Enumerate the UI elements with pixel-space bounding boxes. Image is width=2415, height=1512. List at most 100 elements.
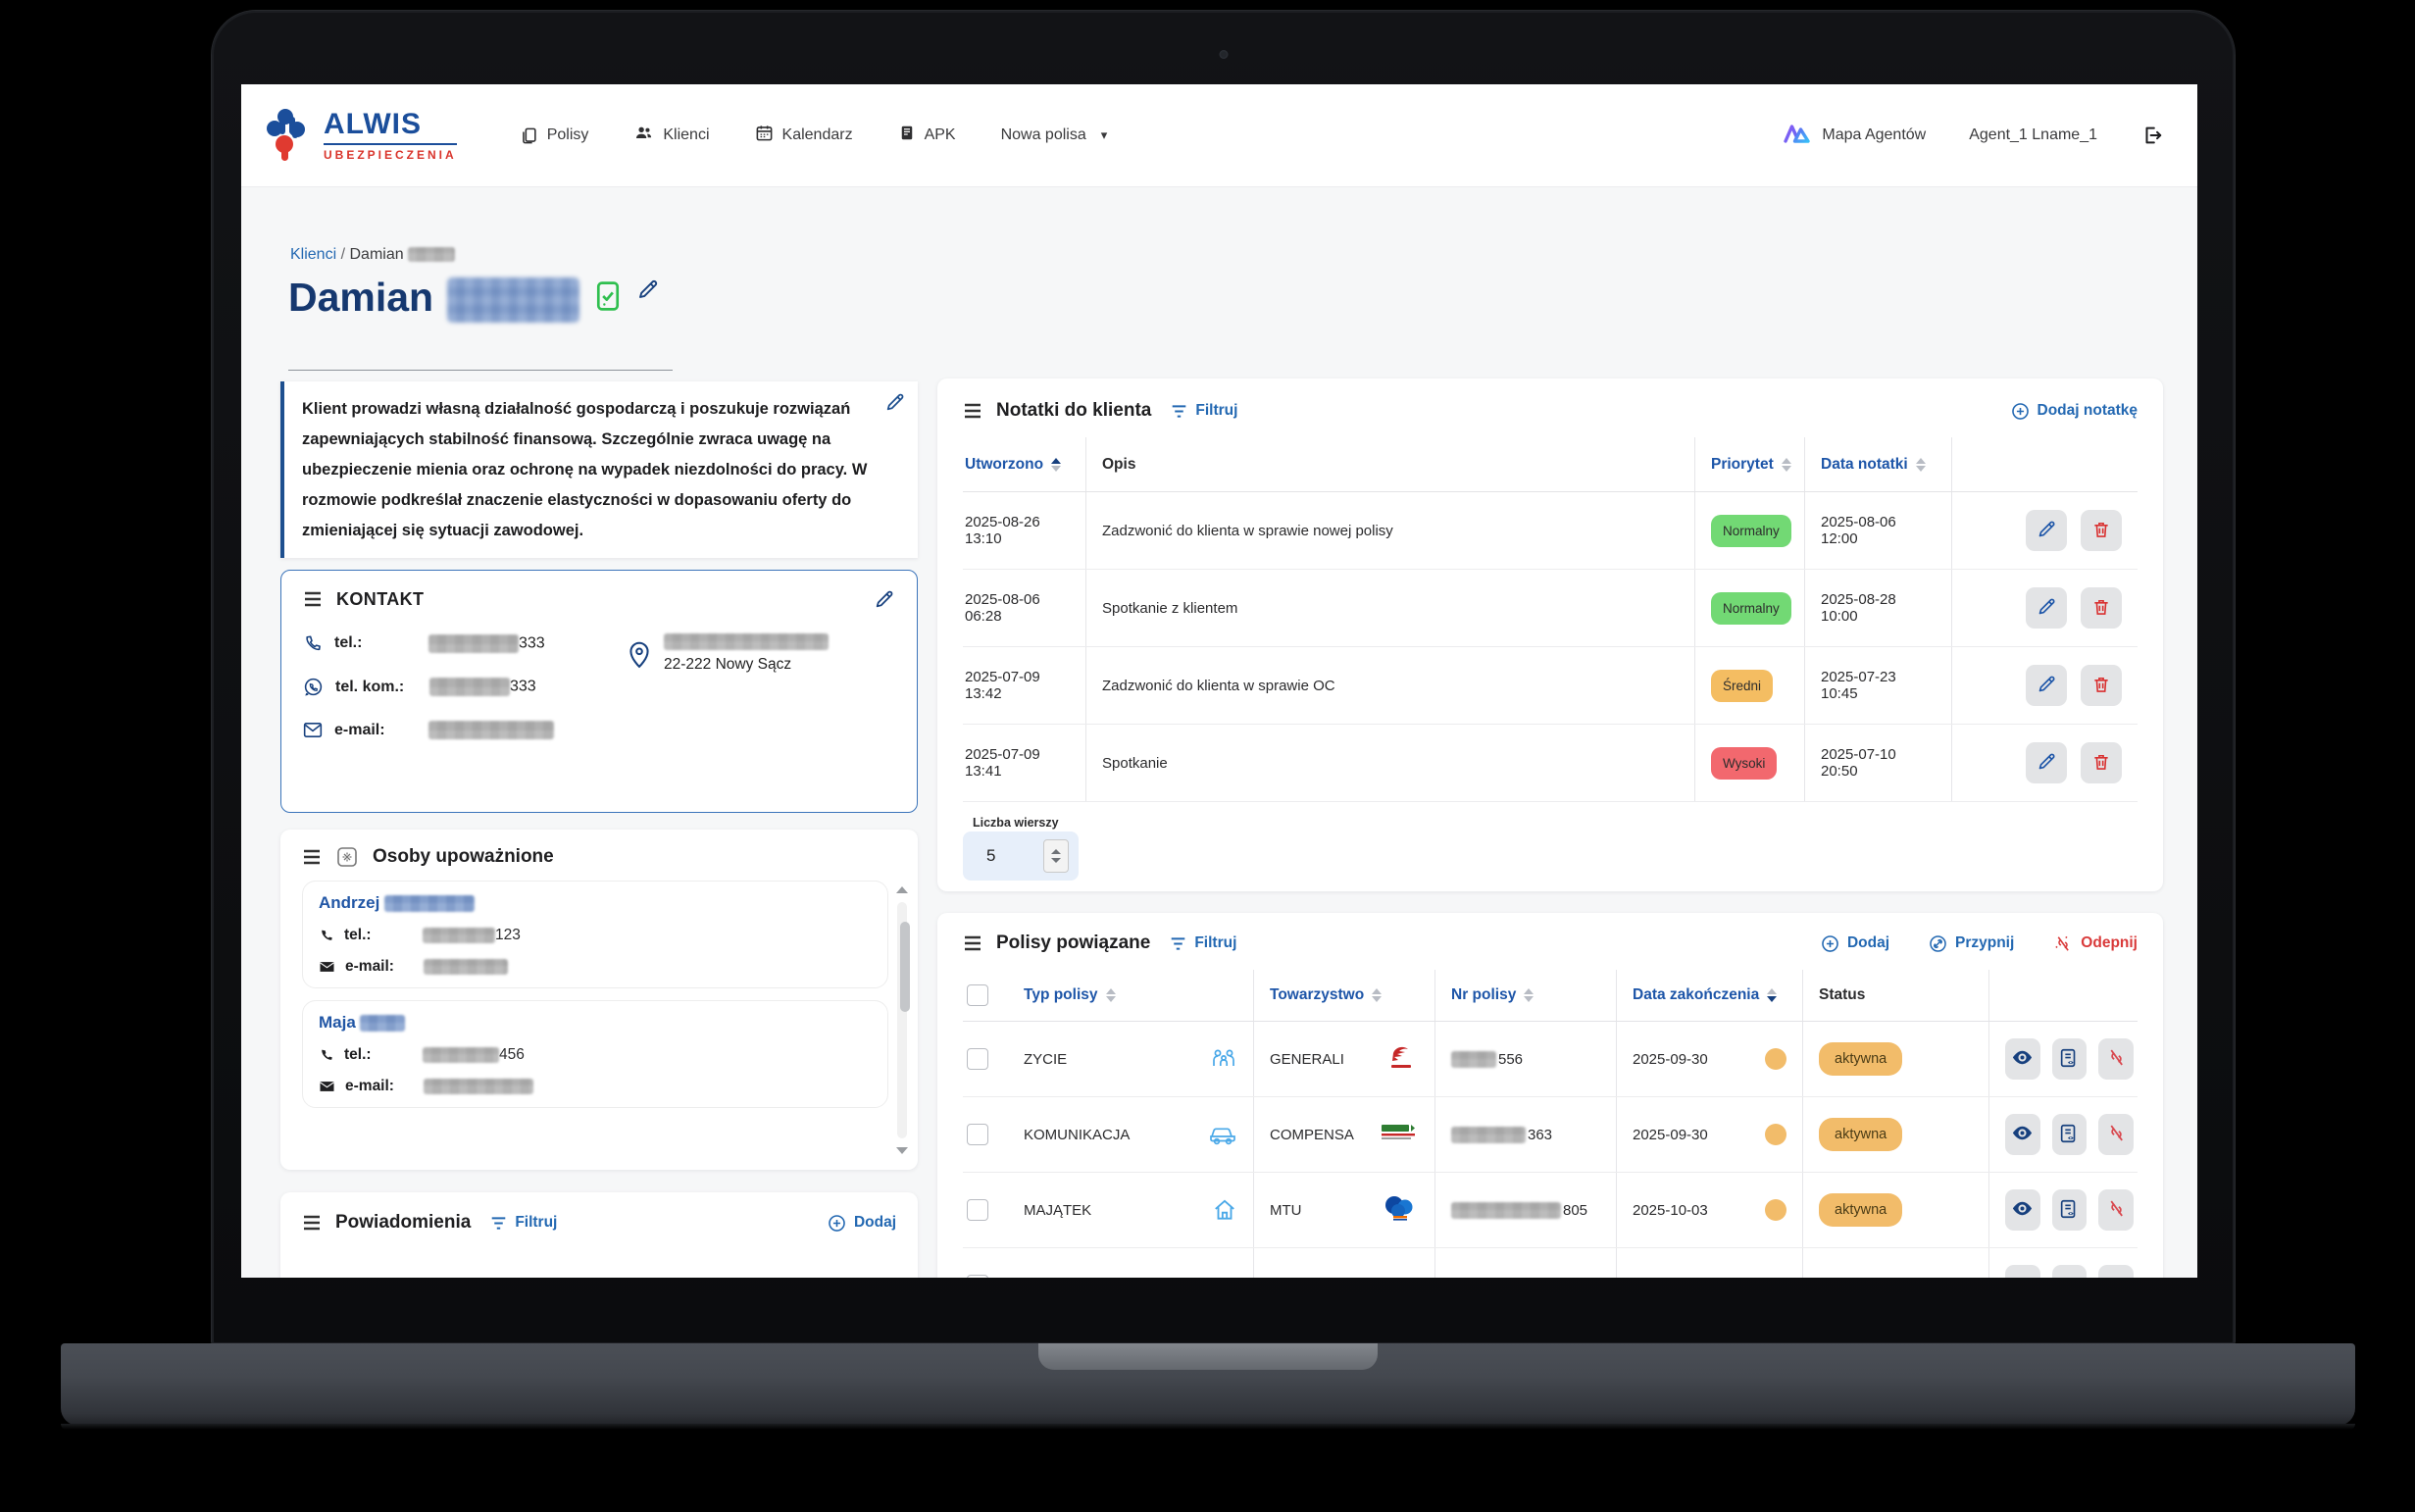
priority-badge: Normalny bbox=[1711, 514, 1791, 547]
policy-document-button[interactable] bbox=[2051, 1189, 2088, 1231]
filter-policies-link[interactable]: Filtruj bbox=[1170, 934, 1236, 952]
scrollbar[interactable] bbox=[894, 886, 910, 1154]
unlink-policy-button[interactable] bbox=[2098, 1265, 2134, 1278]
add-policy-link[interactable]: Dodaj bbox=[1821, 934, 1889, 953]
end-date-dot bbox=[1765, 1199, 1786, 1221]
add-notification-link[interactable]: Dodaj bbox=[828, 1214, 896, 1233]
pin-policy-link[interactable]: Przypnij bbox=[1929, 934, 2014, 953]
map-agents-label: Mapa Agentów bbox=[1822, 126, 1927, 143]
sort-icon bbox=[1051, 457, 1062, 472]
unpin-policy-link[interactable]: Odepnij bbox=[2053, 934, 2138, 953]
contact-card: KONTAKT bbox=[280, 570, 918, 813]
row-checkbox[interactable] bbox=[967, 1275, 988, 1278]
drag-handle-icon[interactable] bbox=[963, 935, 982, 951]
linked-policies-card: Polisy powiązane Filtruj Dodaj bbox=[937, 913, 2163, 1278]
current-user[interactable]: Agent_1 Lname_1 bbox=[1969, 126, 2097, 143]
envelope-icon bbox=[319, 960, 335, 974]
map-agents-link[interactable]: Mapa Agentów bbox=[1783, 121, 1926, 151]
breadcrumb-separator: / bbox=[340, 246, 346, 263]
redacted-lastname bbox=[408, 247, 456, 263]
redacted-policy-number bbox=[1451, 1126, 1526, 1143]
stepper-up-icon[interactable] bbox=[1051, 849, 1061, 854]
person-name[interactable]: Andrzej bbox=[319, 893, 380, 912]
delete-note-button[interactable] bbox=[2081, 510, 2122, 551]
drag-handle-icon[interactable] bbox=[963, 403, 982, 419]
logout-icon[interactable] bbox=[2140, 125, 2164, 146]
column-header-typ-polisy[interactable]: Typ polisy bbox=[1008, 970, 1253, 1021]
drag-handle-icon[interactable] bbox=[302, 1215, 322, 1231]
view-policy-button[interactable] bbox=[2004, 1114, 2040, 1155]
nav-item-kalendarz[interactable]: Kalendarz bbox=[755, 124, 853, 147]
notes-title: Notatki do klienta bbox=[996, 400, 1152, 421]
eye-icon bbox=[2011, 1046, 2034, 1072]
nav-item-polisy[interactable]: Polisy bbox=[520, 126, 588, 145]
drag-handle-icon[interactable] bbox=[303, 591, 323, 607]
select-all-checkbox[interactable] bbox=[967, 984, 988, 1006]
edit-note-button[interactable] bbox=[2026, 742, 2067, 783]
redacted-person-lastname bbox=[383, 895, 475, 913]
drag-handle-icon[interactable] bbox=[302, 849, 322, 865]
contact-address: 22-222 Nowy Sącz bbox=[627, 633, 829, 739]
policy-document-button[interactable] bbox=[2051, 1114, 2088, 1155]
nav-new-policy-dropdown[interactable]: Nowa polisa ▾ bbox=[1001, 126, 1108, 144]
envelope-icon bbox=[303, 722, 323, 738]
row-checkbox[interactable] bbox=[967, 1048, 988, 1070]
filter-notes-link[interactable]: Filtruj bbox=[1171, 402, 1237, 420]
export-check-icon[interactable] bbox=[593, 279, 623, 313]
filter-icon bbox=[1172, 936, 1185, 950]
unlink-policy-button[interactable] bbox=[2098, 1038, 2134, 1080]
breadcrumb-klienci-link[interactable]: Klienci bbox=[290, 246, 337, 263]
scrollbar-track[interactable] bbox=[897, 902, 910, 1138]
add-note-link[interactable]: Dodaj notatkę bbox=[2011, 402, 2138, 421]
nav-item-apk[interactable]: APK bbox=[898, 124, 956, 147]
app-screen: ALWIS UBEZPIECZENIA Polisy bbox=[241, 84, 2197, 1278]
edit-note-button[interactable] bbox=[2026, 665, 2067, 706]
policy-document-button[interactable] bbox=[2051, 1038, 2088, 1080]
map-agents-icon bbox=[1783, 121, 1812, 151]
edit-description-icon[interactable] bbox=[884, 391, 906, 418]
delete-note-button[interactable] bbox=[2081, 587, 2122, 629]
filter-notifications-link[interactable]: Filtruj bbox=[490, 1214, 557, 1232]
scrollbar-thumb[interactable] bbox=[900, 922, 910, 1012]
broken-link-icon bbox=[2106, 1047, 2127, 1071]
sort-icon bbox=[1524, 988, 1535, 1002]
column-header-priorytet[interactable]: Priorytet bbox=[1694, 437, 1804, 491]
row-checkbox[interactable] bbox=[967, 1124, 988, 1145]
policy-document-button[interactable] bbox=[2051, 1265, 2088, 1278]
nav-item-klienci[interactable]: Klienci bbox=[633, 124, 710, 147]
unlink-policy-button[interactable] bbox=[2098, 1114, 2134, 1155]
column-header-data-zakonczenia[interactable]: Data zakończenia bbox=[1616, 970, 1802, 1021]
rows-stepper[interactable] bbox=[1043, 839, 1069, 873]
column-header-towarzystwo[interactable]: Towarzystwo bbox=[1253, 970, 1434, 1021]
column-header-utworzono[interactable]: Utworzono bbox=[963, 437, 1085, 491]
rows-per-page-label: Liczba wierszy bbox=[973, 816, 1059, 830]
edit-note-button[interactable] bbox=[2026, 510, 2067, 551]
redacted-person-phone bbox=[423, 1046, 499, 1063]
view-policy-button[interactable] bbox=[2004, 1038, 2040, 1080]
edit-contact-icon[interactable] bbox=[874, 588, 895, 610]
view-policy-button[interactable] bbox=[2004, 1189, 2040, 1231]
alwis-logo[interactable]: ALWIS UBEZPIECZENIA bbox=[259, 105, 457, 167]
note-date: 2025-08-28 10:00 bbox=[1804, 570, 1951, 646]
person-name[interactable]: Maja bbox=[319, 1013, 356, 1032]
edit-note-button[interactable] bbox=[2026, 587, 2067, 629]
right-column: Notatki do klienta Filtruj Dodaj notatkę bbox=[937, 378, 2163, 1278]
rows-per-page-control[interactable]: 5 bbox=[963, 832, 1079, 881]
trash-icon bbox=[2091, 675, 2111, 697]
pencil-icon bbox=[2037, 519, 2057, 542]
delete-note-button[interactable] bbox=[2081, 742, 2122, 783]
column-header-nr-polisy[interactable]: Nr polisy bbox=[1434, 970, 1616, 1021]
unlink-policy-button[interactable] bbox=[2098, 1189, 2134, 1231]
broken-link-icon bbox=[2055, 935, 2070, 951]
scroll-up-icon[interactable] bbox=[896, 886, 908, 893]
delete-note-button[interactable] bbox=[2081, 665, 2122, 706]
stepper-down-icon[interactable] bbox=[1051, 858, 1061, 863]
row-checkbox[interactable] bbox=[967, 1199, 988, 1221]
edit-client-icon[interactable] bbox=[636, 277, 660, 301]
scroll-down-icon[interactable] bbox=[896, 1147, 908, 1154]
policy-end-date: 2025-10-03 bbox=[1633, 1201, 1708, 1219]
view-policy-button[interactable] bbox=[2004, 1265, 2040, 1278]
column-header-data-notatki[interactable]: Data notatki bbox=[1804, 437, 1951, 491]
sort-icon bbox=[1781, 457, 1791, 472]
